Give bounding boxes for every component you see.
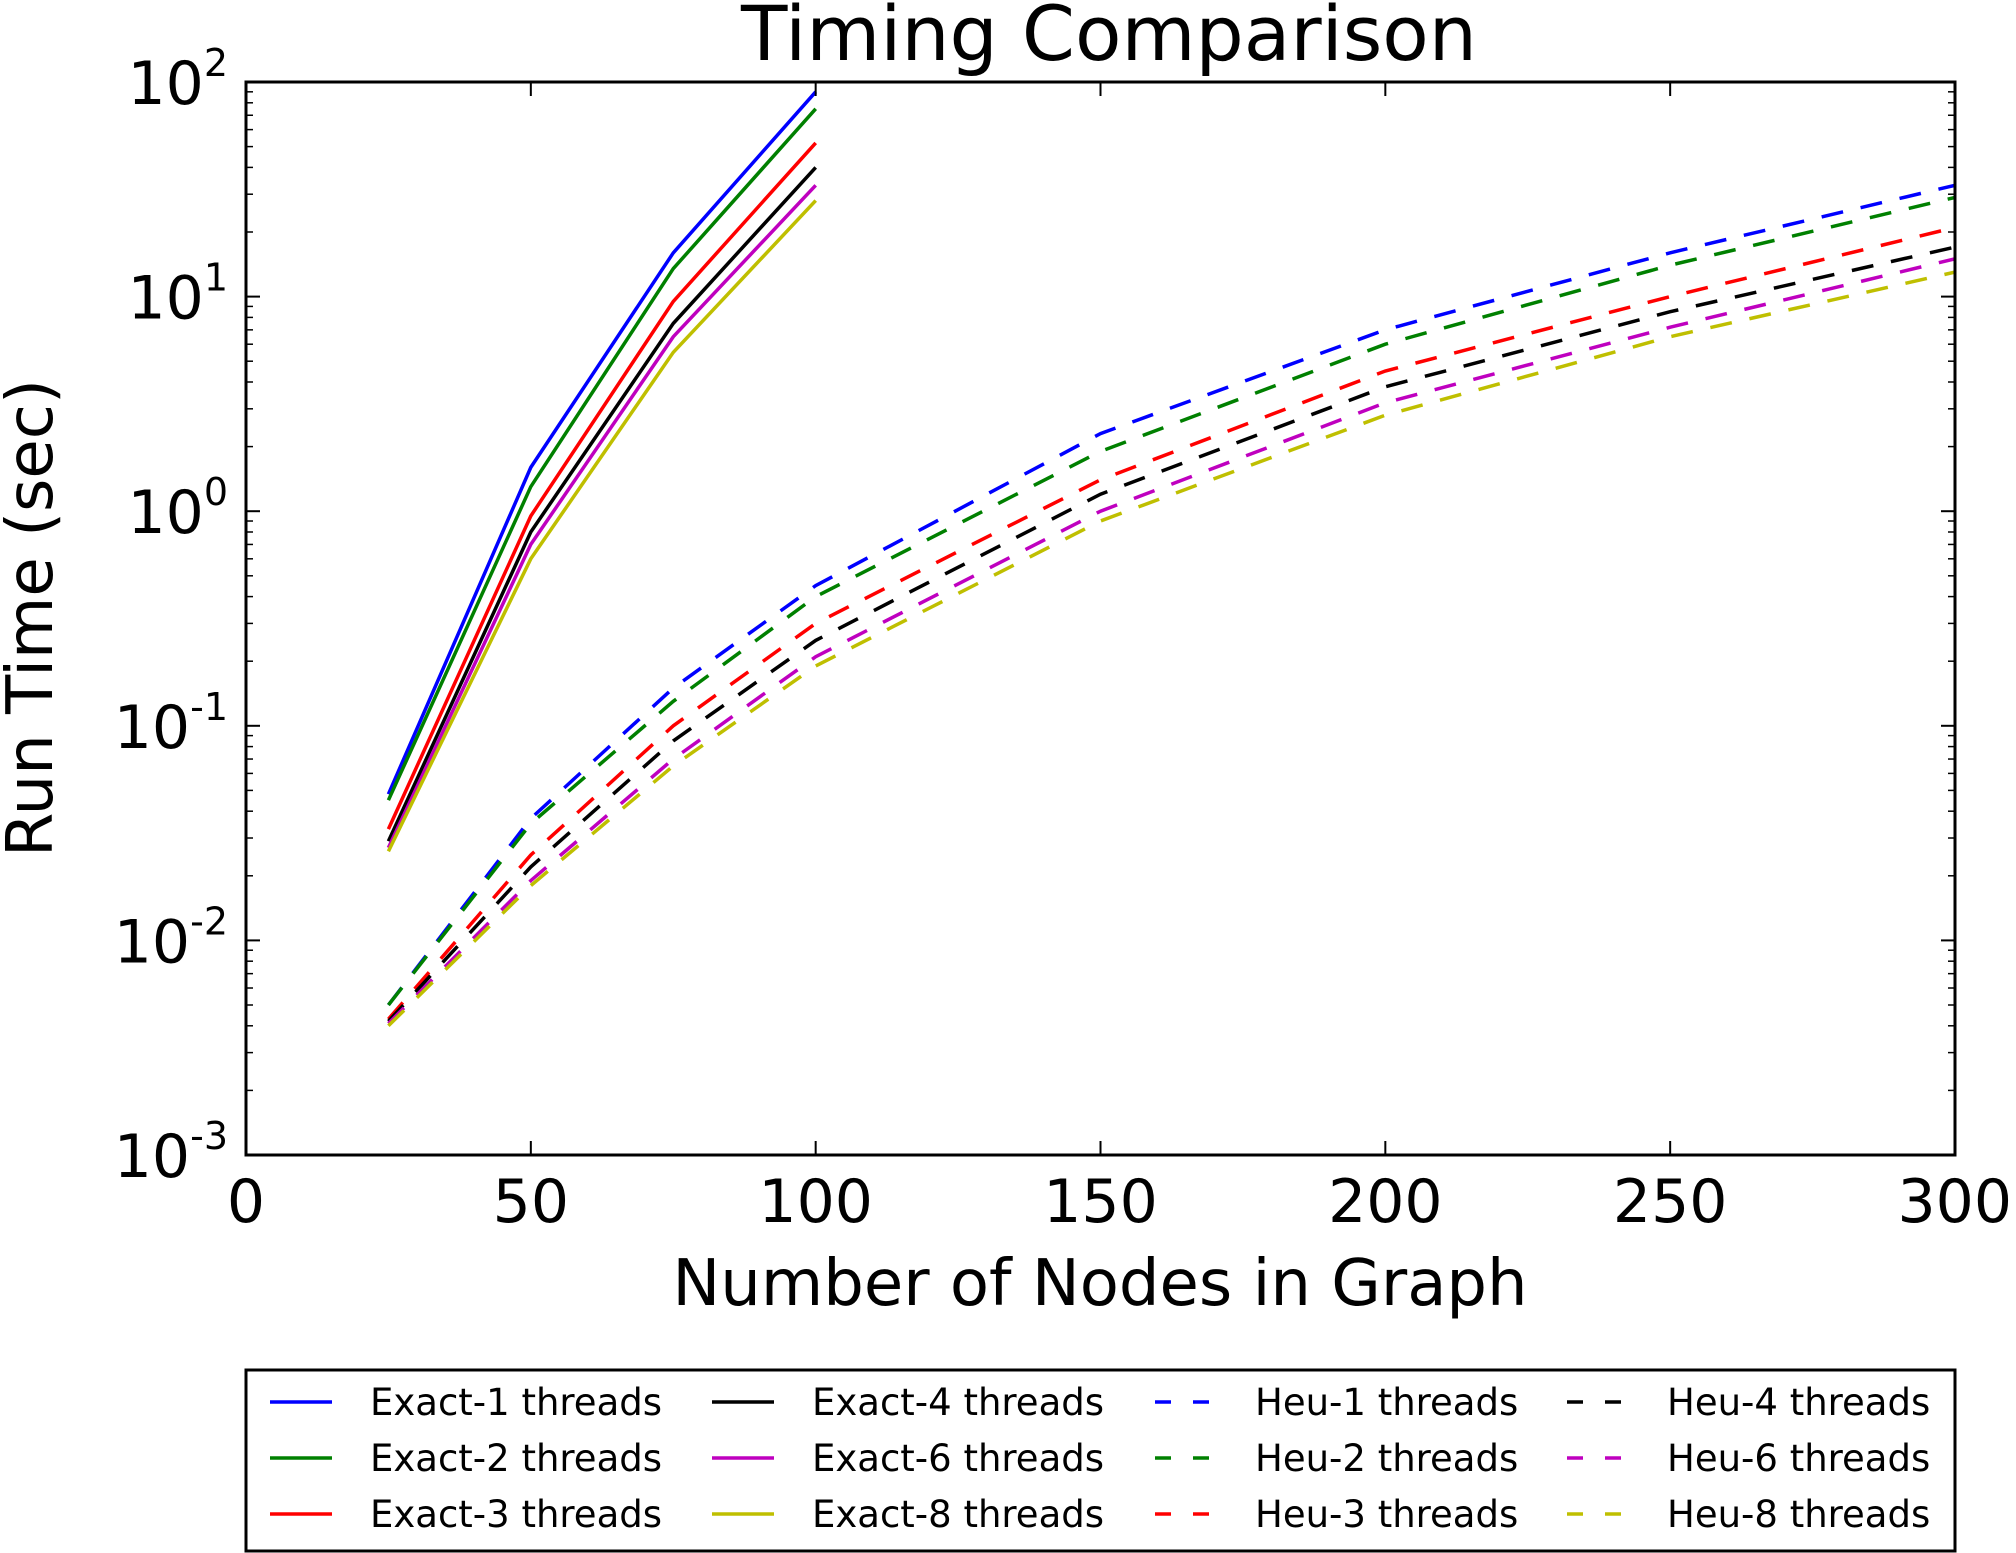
series-line-3 xyxy=(386,141,818,830)
legend-label: Exact-3 threads xyxy=(370,1493,662,1536)
legend-label: Heu-1 threads xyxy=(1255,1381,1518,1424)
series-line-10 xyxy=(387,245,1955,1023)
series-line-2 xyxy=(386,107,818,801)
x-tick-label: 100 xyxy=(758,1167,873,1237)
y-tick-labels: 10-3 10-2 10-1 100 101 102 xyxy=(114,41,228,1192)
series-line-12 xyxy=(387,270,1955,1028)
series-line-8 xyxy=(387,195,1955,1007)
legend-label: Exact-4 threads xyxy=(812,1381,1104,1424)
series-line-4 xyxy=(386,166,817,842)
y-tick-label: 10-1 xyxy=(114,685,228,763)
x-tick-label: 150 xyxy=(1043,1167,1158,1237)
y-tick-label: 102 xyxy=(127,41,228,119)
series-line-6 xyxy=(386,199,817,853)
x-tick-label: 50 xyxy=(493,1167,569,1237)
legend-label: Heu-8 threads xyxy=(1667,1493,1930,1536)
y-tick-label: 101 xyxy=(127,256,228,334)
legend-label: Heu-2 threads xyxy=(1255,1437,1518,1480)
x-tick-label: 250 xyxy=(1613,1167,1728,1237)
y-tick-label: 10-2 xyxy=(114,899,228,977)
chart-title: Timing Comparison xyxy=(740,0,1477,78)
x-axis-label: Number of Nodes in Graph xyxy=(672,1247,1527,1321)
x-tick-label: 0 xyxy=(227,1167,265,1237)
series-line-7 xyxy=(387,183,1955,1007)
series-line-5 xyxy=(386,184,817,849)
legend-label: Heu-3 threads xyxy=(1255,1493,1518,1536)
legend-label: Heu-4 threads xyxy=(1667,1381,1930,1424)
series-line-11 xyxy=(387,257,1955,1025)
legend-frame xyxy=(244,1368,1957,1553)
legend-label: Exact-6 threads xyxy=(812,1437,1104,1480)
legend-label: Exact-2 threads xyxy=(370,1437,662,1480)
legend: Exact-1 threads Exact-2 threads Exact-3 th… xyxy=(244,1368,1957,1553)
y-tick-label: 10-3 xyxy=(114,1114,228,1192)
legend-label: Exact-1 threads xyxy=(370,1381,662,1424)
legend-label: Heu-6 threads xyxy=(1667,1437,1930,1480)
x-tick-label: 300 xyxy=(1897,1167,2012,1237)
series-layer xyxy=(386,90,1955,1028)
y-axis-label: Run Time (sec) xyxy=(0,379,68,857)
series-line-9 xyxy=(387,225,1955,1021)
legend-label: Exact-8 threads xyxy=(812,1493,1104,1536)
y-tick-label: 100 xyxy=(127,470,228,548)
ticks-layer xyxy=(245,81,1956,1156)
x-tick-labels: 0 50 100 150 200 250 300 xyxy=(227,1167,2012,1237)
series-line-1 xyxy=(386,90,818,795)
x-tick-label: 200 xyxy=(1328,1167,1443,1237)
